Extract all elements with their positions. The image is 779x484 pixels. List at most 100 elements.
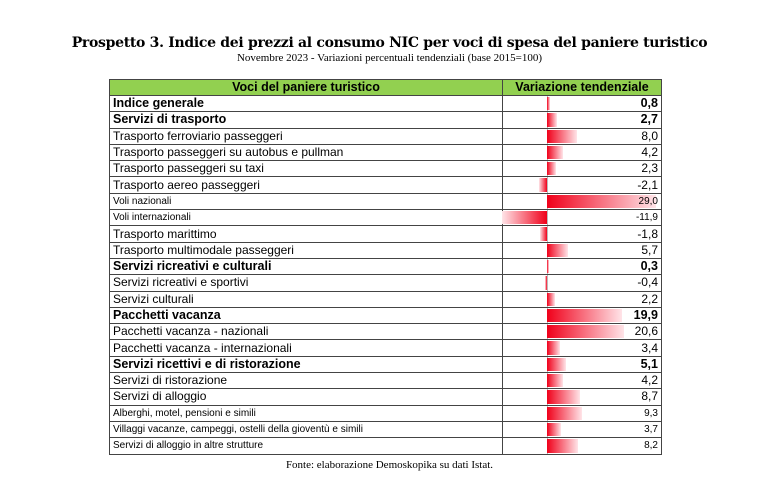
header-variation: Variazione tendenziale [502, 79, 662, 96]
table-row: Servizi ricreativi e sportivi -0,4 [109, 274, 662, 292]
row-value: 4,2 [641, 145, 658, 160]
row-label: Pacchetti vacanza - nazionali [109, 323, 503, 341]
row-value-cell: 2,2 [502, 290, 662, 308]
zero-axis [547, 226, 548, 242]
table-row: Servizi ricettivi e di ristorazione 5,1 [109, 355, 662, 374]
table-row: Servizi ricreativi e culturali 0,3 [109, 257, 662, 276]
data-bar [545, 276, 547, 290]
row-label: Pacchetti vacanza [109, 306, 503, 325]
row-value-cell: 5,1 [502, 355, 662, 374]
row-value: 2,3 [641, 161, 658, 176]
table-row: Trasporto marittimo -1,8 [109, 225, 662, 243]
table-row: Alberghi, motel, pensioni e simili 9,3 [109, 404, 662, 422]
zero-axis [547, 177, 548, 193]
data-bar [547, 113, 558, 127]
zero-axis [547, 275, 548, 291]
row-label: Voli nazionali [109, 192, 503, 211]
row-value-cell: 9,3 [502, 404, 662, 422]
data-bar [540, 227, 547, 241]
data-bar [547, 406, 582, 420]
table-row: Pacchetti vacanza - nazionali 20,6 [109, 323, 662, 341]
row-value: 29,0 [638, 195, 658, 207]
row-label: Trasporto aereo passeggeri [109, 176, 503, 194]
table-row: Servizi di alloggio in altre strutture 8,… [109, 437, 662, 455]
table-row: Pacchetti vacanza - internazionali 3,4 [109, 339, 662, 357]
data-bar [547, 243, 569, 257]
row-value: 3,7 [644, 424, 658, 436]
zero-axis [547, 210, 548, 226]
table-row: Trasporto ferroviario passeggeri 8,0 [109, 127, 662, 145]
row-value-cell: 3,7 [502, 420, 662, 439]
header-items: Voci del paniere turistico [109, 79, 503, 96]
price-index-table: Voci del paniere turistico Variazione te… [109, 79, 662, 455]
data-bar [502, 211, 547, 225]
row-value-cell: 3,4 [502, 339, 662, 357]
row-value-cell: 0,3 [502, 257, 662, 276]
row-value: 0,3 [640, 259, 658, 274]
table-title: Prospetto 3. Indice dei prezzi al consum… [71, 35, 708, 51]
row-value: 5,7 [641, 242, 658, 257]
table-row: Trasporto aereo passeggeri -2,1 [109, 176, 662, 194]
data-bar [547, 97, 550, 111]
row-value: 5,1 [640, 356, 658, 371]
header-row: Voci del paniere turistico Variazione te… [109, 79, 662, 96]
row-value-cell: 4,2 [502, 143, 662, 162]
row-value: 20,6 [634, 324, 658, 339]
row-label: Pacchetti vacanza - internazionali [109, 339, 503, 357]
source-note: Fonte: elaborazione Demoskopika su dati … [285, 459, 494, 471]
table-row: Villaggi vacanze, campeggi, ostelli dell… [109, 420, 662, 439]
row-value: -2,1 [637, 177, 658, 192]
data-bar [547, 162, 556, 176]
row-label: Trasporto multimodale passeggeri [109, 241, 503, 259]
row-value-cell: 5,7 [502, 241, 662, 259]
table-row: Servizi di trasporto 2,7 [109, 111, 662, 129]
table-row: Voli nazionali 29,0 [109, 192, 662, 211]
row-label: Servizi culturali [109, 290, 503, 308]
row-value: 8,7 [641, 389, 658, 404]
row-value-cell: 20,6 [502, 323, 662, 341]
table-row: Trasporto passeggeri su autobus e pullma… [109, 143, 662, 162]
row-value: 0,8 [640, 96, 658, 111]
table-row: Servizi culturali 2,2 [109, 290, 662, 308]
row-label: Servizi ricreativi e culturali [109, 257, 503, 276]
row-label: Servizi di alloggio in altre strutture [109, 437, 503, 455]
table-row: Pacchetti vacanza 19,9 [109, 306, 662, 325]
data-bar [547, 194, 657, 209]
row-value: -0,4 [637, 275, 658, 290]
data-bar [547, 308, 622, 323]
table-row: Voli internazionali -11,9 [109, 209, 662, 227]
row-value-cell: -2,1 [502, 176, 662, 194]
data-bar [547, 422, 561, 437]
row-label: Voli internazionali [109, 209, 503, 227]
data-bar [547, 390, 580, 404]
table-row: Indice generale 0,8 [109, 94, 662, 113]
row-value-cell: 8,2 [502, 437, 662, 455]
row-value: 19,9 [633, 308, 658, 322]
row-value-cell: 0,8 [502, 94, 662, 113]
row-label: Trasporto ferroviario passeggeri [109, 127, 503, 145]
row-value-cell: 2,3 [502, 160, 662, 178]
data-bar [547, 292, 556, 306]
data-bar [547, 439, 578, 453]
row-value-cell: -1,8 [502, 225, 662, 243]
row-label: Indice generale [109, 94, 503, 113]
row-label: Servizi ricreativi e sportivi [109, 274, 503, 292]
row-value: 2,2 [641, 291, 658, 306]
row-label: Servizi di ristorazione [109, 372, 503, 390]
row-value: 2,7 [640, 112, 658, 127]
table-row: Trasporto multimodale passeggeri 5,7 [109, 241, 662, 259]
row-value: -1,8 [637, 226, 658, 241]
table-subtitle: Novembre 2023 - Variazioni percentuali t… [236, 52, 543, 64]
row-value: 4,2 [641, 373, 658, 388]
row-label: Trasporto marittimo [109, 225, 503, 243]
row-label: Trasporto passeggeri su taxi [109, 160, 503, 178]
data-bar [547, 357, 567, 372]
row-label: Servizi di alloggio [109, 388, 503, 406]
data-bar [539, 178, 547, 192]
row-value-cell: 19,9 [502, 306, 662, 325]
data-bar [547, 259, 549, 274]
row-value-cell: 29,0 [502, 192, 662, 211]
data-bar [547, 374, 563, 388]
row-label: Servizi ricettivi e di ristorazione [109, 355, 503, 374]
data-bar [547, 325, 625, 339]
